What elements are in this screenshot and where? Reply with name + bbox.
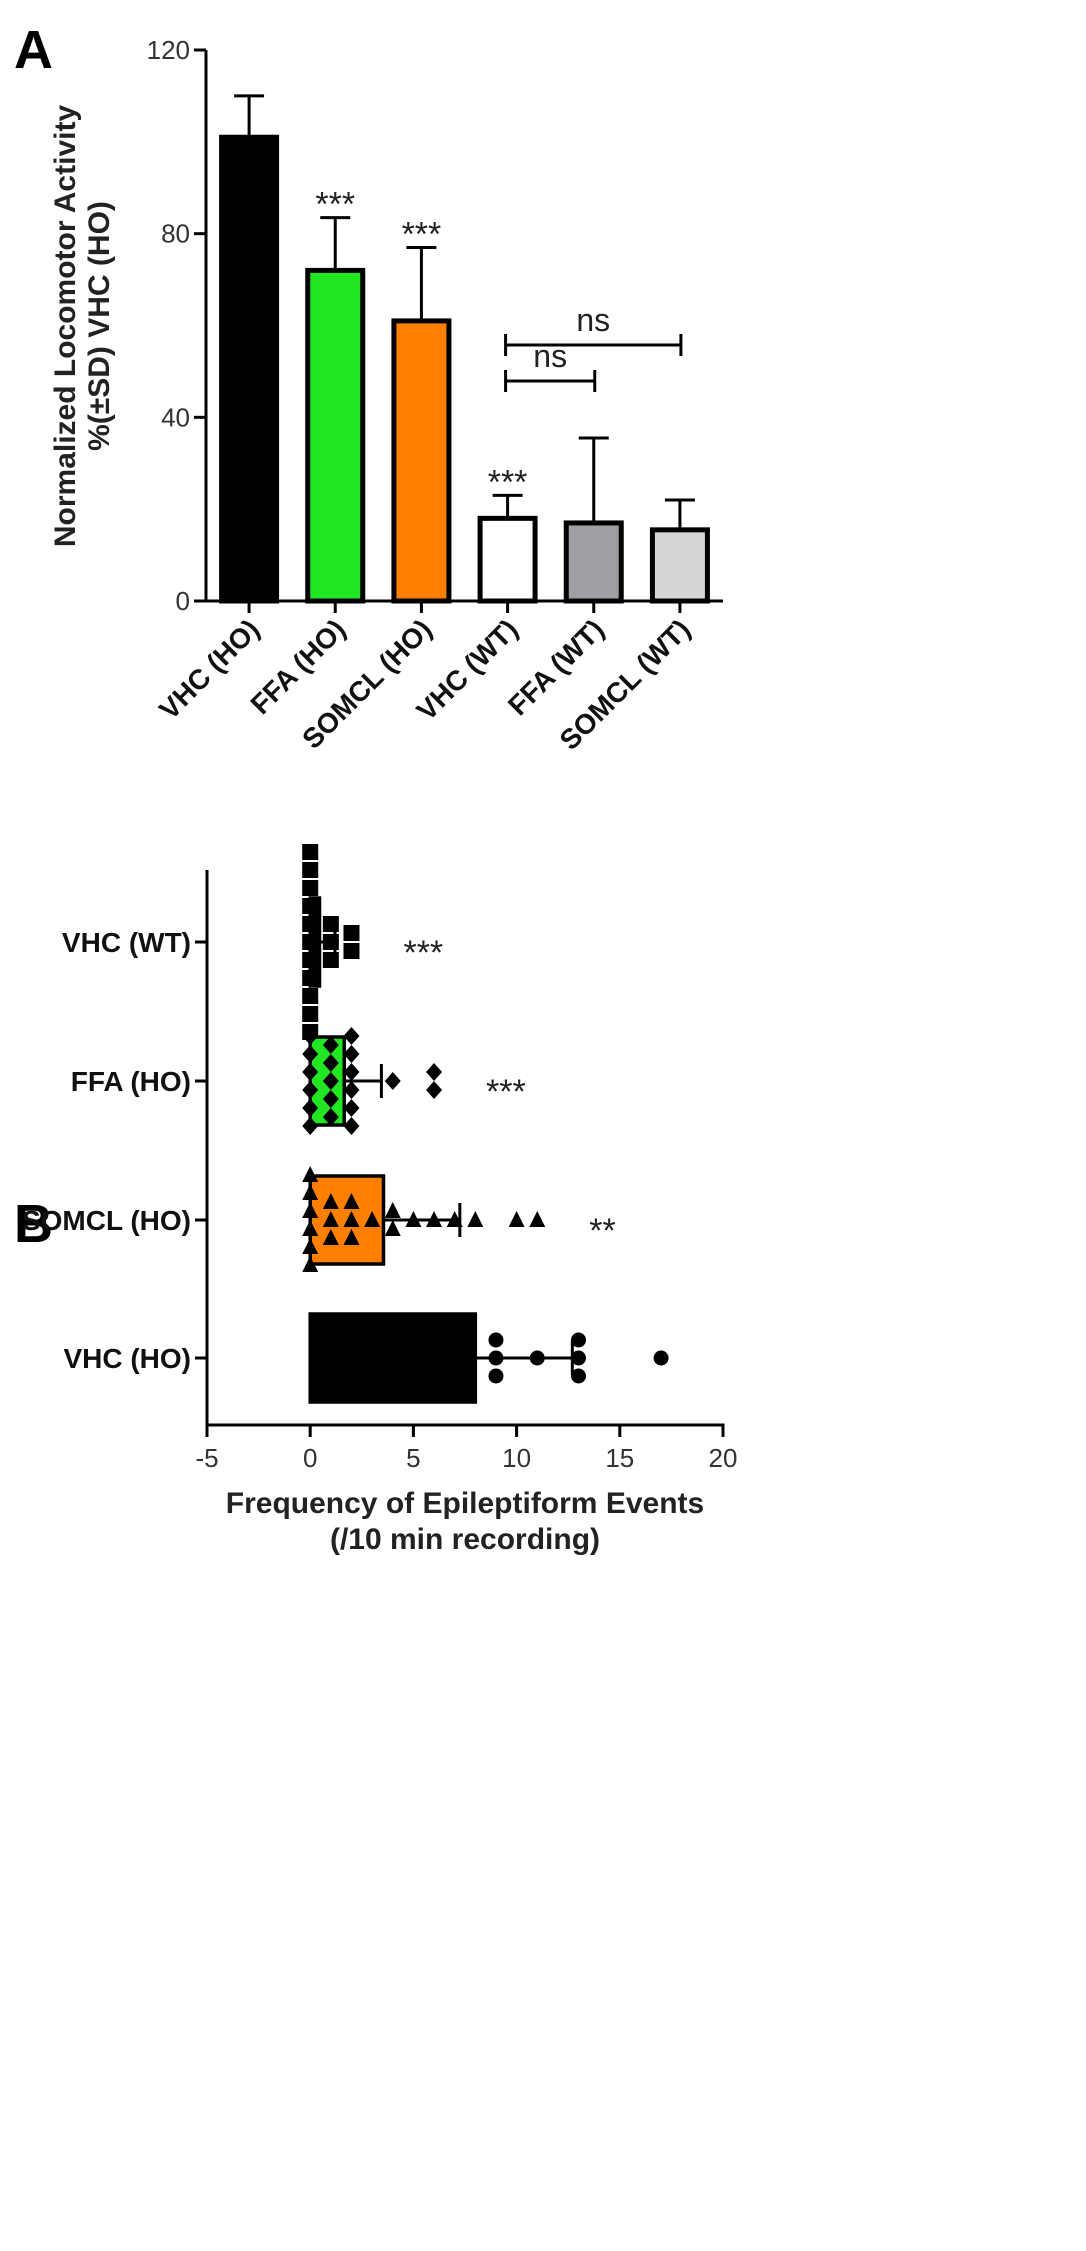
data-point [343, 1229, 360, 1245]
bar-somcl-wt [649, 527, 710, 604]
significance-somcl-ho: ** [589, 1212, 615, 1250]
data-point [302, 898, 319, 914]
data-point [343, 1193, 360, 1209]
data-point [467, 1211, 484, 1227]
data-point [571, 1350, 587, 1366]
category-label-somcl-ho: SOMCL (HO) [22, 1205, 191, 1236]
data-point [343, 943, 360, 959]
x-axis-label-line1: Frequency of Epileptiform Events [226, 1487, 704, 1520]
data-point [302, 1063, 319, 1081]
data-point [302, 1081, 319, 1099]
panel-b-letter: B [14, 1194, 53, 1254]
data-point [364, 1211, 381, 1227]
data-point [653, 1350, 669, 1366]
data-point [343, 925, 360, 941]
data-point [322, 1229, 339, 1245]
data-point [322, 1108, 339, 1126]
data-point [384, 1220, 401, 1236]
data-point [302, 1166, 319, 1182]
comparison-label: ns [533, 338, 567, 374]
data-point [302, 1045, 319, 1063]
data-point [302, 880, 319, 896]
data-point [488, 1332, 504, 1348]
panel-a-bar-chart: 0 40 80 120 Normalized Locomotor Activity %(±… [49, 35, 723, 756]
y-tick-label: 120 [147, 35, 190, 65]
bar-vhc-ho [308, 1312, 478, 1404]
data-point [302, 1238, 319, 1254]
data-point [302, 970, 319, 986]
comparison-label: ns [576, 302, 610, 338]
x-axis-label-line2: (/10 min recording) [330, 1523, 600, 1556]
y-tick-label: 0 [176, 586, 190, 616]
data-point [343, 1063, 360, 1081]
bar-vhc-wt [477, 515, 538, 604]
data-point [322, 1072, 339, 1090]
data-point [343, 1211, 360, 1227]
data-point [343, 1081, 360, 1099]
category-label-ffa-ho: FFA (HO) [71, 1066, 191, 1097]
bar-vhc-ho [219, 134, 280, 604]
data-point [508, 1211, 525, 1227]
data-point [384, 1072, 401, 1090]
y-tick-label: 80 [161, 219, 190, 249]
data-point [343, 1027, 360, 1045]
data-point [302, 1006, 319, 1022]
bar-ffa-ho [305, 267, 366, 604]
data-point [322, 1090, 339, 1108]
data-point [488, 1368, 504, 1384]
significance-somcl-ho: *** [402, 215, 442, 253]
bar-ffa-wt [563, 520, 624, 604]
data-point [302, 1027, 319, 1045]
data-point [302, 1202, 319, 1218]
x-tick-label: 15 [605, 1443, 634, 1473]
data-point [302, 1117, 319, 1135]
category-label-vhc-ho: VHC (HO) [63, 1343, 191, 1374]
data-point [302, 934, 319, 950]
panel-a-letter: A [14, 20, 53, 80]
significance-vhc-wt: *** [403, 934, 443, 972]
x-tick-label: 10 [502, 1443, 531, 1473]
x-tick-label: -5 [195, 1443, 218, 1473]
significance-ffa-ho: *** [486, 1073, 526, 1111]
significance-ffa-ho: *** [315, 186, 355, 224]
data-point [322, 1193, 339, 1209]
data-point [302, 862, 319, 878]
category-label-vhc-wt: VHC (WT) [62, 927, 191, 958]
data-point [302, 1184, 319, 1200]
data-point [302, 1099, 319, 1117]
data-point [302, 844, 319, 860]
data-point [571, 1368, 587, 1384]
category-label-vhc-ho: VHC (HO) [153, 613, 265, 725]
significance-vhc-wt: *** [488, 463, 528, 501]
data-point [322, 1036, 339, 1054]
data-point [571, 1332, 587, 1348]
data-point [302, 988, 319, 1004]
data-point [302, 1220, 319, 1236]
x-tick-label: 20 [709, 1443, 738, 1473]
y-tick-label: 40 [161, 402, 190, 432]
x-tick-label: 0 [303, 1443, 317, 1473]
data-point [384, 1202, 401, 1218]
y-axis-label-line2: %(±SD) VHC (HO) [83, 201, 116, 451]
data-point [302, 916, 319, 932]
bar-somcl-ho [391, 318, 452, 604]
data-point [343, 1117, 360, 1135]
data-point [302, 952, 319, 968]
data-point [322, 1054, 339, 1072]
y-axis-label: Normalized Locomotor Activity %(±SD) VHC … [49, 105, 116, 548]
data-point [322, 1211, 339, 1227]
y-axis-label-line1: Normalized Locomotor Activity [49, 105, 82, 548]
data-point [426, 1081, 443, 1099]
data-point [529, 1211, 546, 1227]
data-point [302, 1256, 319, 1272]
x-tick-label: 5 [406, 1443, 420, 1473]
data-point [426, 1063, 443, 1081]
data-point [343, 1099, 360, 1117]
data-point [343, 1045, 360, 1063]
